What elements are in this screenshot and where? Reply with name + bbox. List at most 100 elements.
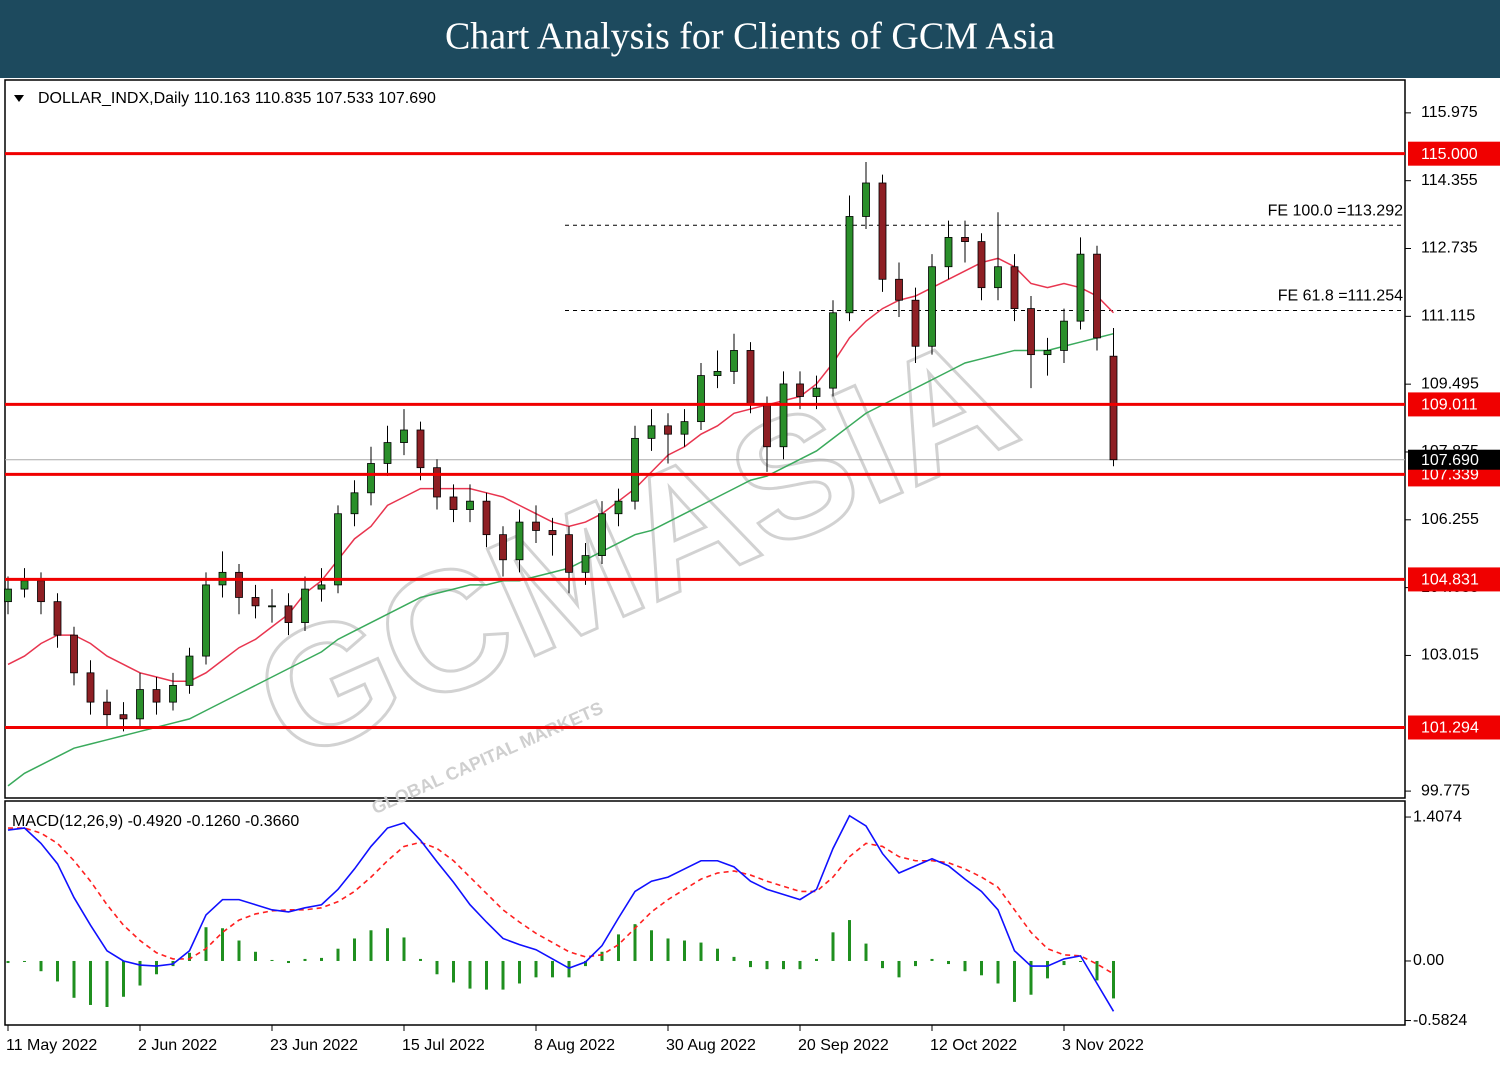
histogram-bar — [683, 940, 686, 961]
histogram-bar — [765, 960, 769, 970]
histogram-bar — [155, 960, 158, 975]
histogram-bar — [419, 958, 422, 961]
histogram-bar — [402, 937, 406, 961]
level-label: 107.339 — [1421, 467, 1479, 484]
histogram-bar — [864, 943, 868, 961]
candle-body — [565, 534, 573, 573]
histogram-bar — [567, 960, 571, 978]
histogram-bar — [122, 960, 125, 997]
histogram-bar — [930, 958, 934, 961]
candle-body — [598, 513, 606, 556]
histogram-bar — [501, 960, 505, 990]
candle-body — [136, 689, 144, 720]
level-box — [1408, 141, 1500, 166]
histogram-bar — [485, 960, 488, 990]
header-bar — [0, 0, 1500, 78]
x-tick-label: 11 May 2022 — [6, 1037, 97, 1054]
candle-body — [829, 312, 837, 389]
candle-body — [862, 182, 870, 217]
x-tick-label: 2 Jun 2022 — [138, 1037, 217, 1054]
fib-label: FE 100.0 =113.292 — [1268, 202, 1403, 219]
candle-body — [268, 605, 276, 608]
candle-body — [680, 421, 689, 435]
histogram-bar — [732, 956, 736, 961]
y-tick-label: 99.775 — [1421, 782, 1470, 799]
histogram-bar — [221, 928, 224, 961]
candle-body — [284, 605, 293, 623]
x-tick-label: 30 Aug 2022 — [666, 1037, 756, 1054]
y-tick-label: 112.735 — [1421, 240, 1478, 257]
candle-body — [1027, 308, 1035, 356]
candle-body — [812, 387, 821, 397]
macd-header: MACD(12,26,9) -0.4920 -0.1260 -0.3660 — [12, 813, 299, 830]
candle-body — [301, 588, 309, 623]
histogram-bar — [1062, 960, 1066, 966]
main-line — [7, 814, 1115, 1012]
level-label: 109.011 — [1421, 397, 1478, 414]
candle-body — [37, 580, 45, 603]
candle-body — [1109, 355, 1118, 461]
histogram-bar — [980, 960, 983, 976]
price-panel — [4, 79, 1406, 799]
level-label: 104.831 — [1421, 572, 1479, 589]
histogram-bar — [600, 951, 604, 961]
candle-body — [994, 266, 1002, 289]
price-header: DOLLAR_INDX,Daily 110.163 110.835 107.53… — [38, 90, 436, 107]
candle-body — [367, 463, 375, 494]
histogram-bar — [452, 960, 455, 983]
candle-body — [416, 429, 425, 469]
histogram-bar — [617, 934, 620, 961]
x-tick-label: 8 Aug 2022 — [534, 1037, 615, 1054]
histogram-bar — [23, 960, 26, 962]
candle-body — [317, 584, 326, 590]
histogram-bar — [947, 960, 950, 965]
candle-body — [499, 534, 507, 561]
histogram-bar — [237, 940, 241, 961]
level-box — [1408, 392, 1500, 417]
histogram-bar — [1112, 960, 1115, 999]
candle-body — [697, 375, 705, 423]
candle-body — [763, 404, 771, 448]
candle-body — [647, 425, 656, 439]
last-price-box — [1408, 449, 1500, 470]
histogram-bar — [831, 932, 835, 961]
histogram-bar — [287, 960, 290, 964]
candle-body — [730, 350, 738, 372]
candle-body — [350, 492, 359, 515]
candle-body — [383, 442, 392, 464]
candle-body — [1093, 253, 1101, 339]
candle-body — [961, 237, 969, 243]
last-price-label: 107.690 — [1421, 452, 1479, 469]
level-box — [1408, 715, 1500, 740]
histogram-bar — [72, 960, 76, 998]
histogram-bar — [6, 960, 10, 964]
candle-body — [466, 500, 474, 510]
y-tick-label: 115.975 — [1421, 104, 1478, 121]
candle-body — [532, 521, 540, 531]
histogram-bar — [353, 938, 356, 961]
level-label: 115.000 — [1421, 146, 1478, 163]
fib-label: FE 61.8 =111.254 — [1278, 288, 1403, 305]
histogram-bar — [56, 960, 59, 982]
histogram-bar — [204, 927, 208, 961]
y-tick-label: 111.115 — [1421, 308, 1475, 325]
histogram-bar — [963, 960, 967, 972]
histogram-bar — [1013, 960, 1016, 1002]
histogram-bar — [39, 960, 43, 972]
histogram-bar — [881, 960, 884, 969]
x-tick-label: 3 Nov 2022 — [1062, 1037, 1144, 1054]
histogram-bar — [584, 960, 587, 967]
histogram-bar — [749, 960, 752, 968]
candle-body — [53, 601, 62, 636]
histogram-bar — [386, 928, 389, 961]
candle-body — [202, 584, 210, 657]
histogram-bar — [914, 960, 917, 967]
histogram-bar — [336, 948, 340, 961]
x-tick-label: 15 Jul 2022 — [402, 1037, 485, 1054]
histogram-bar — [798, 960, 802, 970]
candle-body — [169, 684, 177, 703]
candle-body — [845, 216, 854, 314]
y-tick-label: 0.00 — [1413, 952, 1444, 969]
candle-body — [400, 429, 408, 443]
histogram-bar — [666, 938, 670, 961]
